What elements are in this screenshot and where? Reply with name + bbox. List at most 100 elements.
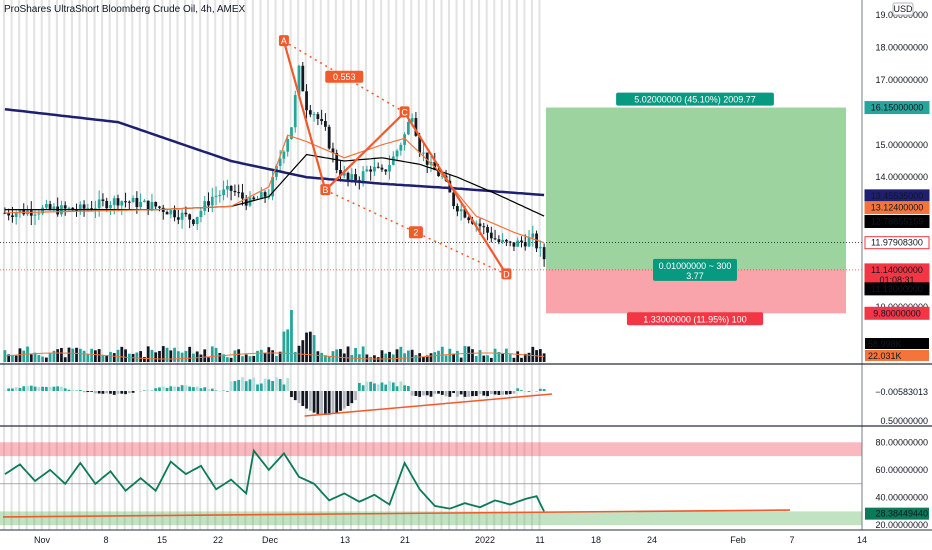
oscillator-bar	[493, 391, 497, 395]
candle-body	[437, 169, 440, 177]
candle-body	[154, 201, 158, 207]
candle-body	[63, 205, 67, 209]
candle-body	[282, 151, 286, 159]
session-stripes	[3, 0, 541, 530]
oscillator-bar	[361, 385, 365, 391]
pattern-leg	[324, 111, 406, 191]
session-stripe	[93, 0, 96, 530]
oscillator-bar	[433, 391, 437, 394]
pattern-point-marker	[501, 268, 512, 280]
oscillator-bar	[520, 390, 523, 391]
session-stripe	[161, 0, 164, 530]
candle-body	[7, 212, 11, 216]
oscillator-bar	[11, 388, 14, 391]
session-stripe	[395, 0, 398, 530]
volume-bar	[467, 346, 471, 362]
candle-body	[399, 144, 403, 151]
volume-bar	[542, 353, 546, 362]
candle-body	[516, 240, 520, 247]
oscillator-bar	[44, 386, 48, 391]
session-stripe	[342, 0, 345, 530]
rsi-badge-box	[865, 507, 929, 520]
candle-body	[29, 210, 33, 216]
oscillator-bar	[474, 391, 478, 397]
time-tick-label: 13	[340, 535, 350, 545]
candle-body	[346, 172, 350, 180]
oscillator-bar	[237, 379, 241, 391]
candle-body	[327, 126, 331, 149]
price-badge-label: 13.12400000	[871, 203, 924, 213]
candle-body	[127, 201, 131, 203]
session-stripe	[85, 0, 89, 530]
session-stripe	[214, 0, 217, 530]
session-stripe	[191, 0, 194, 530]
volume-bar	[225, 357, 229, 362]
candle-body	[425, 152, 429, 165]
candle-body	[535, 233, 538, 249]
session-stripe	[440, 0, 443, 530]
volume-bar	[60, 347, 63, 362]
volume-bar	[324, 355, 327, 362]
volume-bar	[3, 350, 7, 362]
currency-badge: USD	[893, 4, 913, 14]
volume-bar	[376, 357, 380, 362]
candle-body	[131, 197, 135, 203]
oscillator-bar	[195, 386, 199, 391]
volume-bar	[395, 349, 399, 362]
session-stripe	[402, 0, 405, 530]
volume-bar	[301, 340, 305, 362]
volume-bar	[135, 352, 139, 362]
volume-bar	[169, 350, 173, 362]
candle-body	[493, 238, 497, 240]
volume-bar	[497, 351, 501, 362]
oscillator-bar	[312, 391, 316, 413]
candle-body	[184, 212, 188, 215]
volume-bar	[320, 352, 324, 362]
candle-body	[161, 207, 165, 213]
loss-label: 1.33000000 (11.95%) 100	[643, 314, 746, 324]
candle-body	[135, 197, 139, 208]
volume-bar	[105, 355, 109, 362]
session-stripe	[425, 0, 428, 530]
candle-body	[139, 201, 143, 208]
volume-bar	[327, 356, 331, 362]
candle-body	[207, 201, 210, 206]
candle-body	[320, 118, 324, 121]
oscillator-bar	[497, 391, 501, 395]
time-tick-label: 15	[157, 535, 167, 545]
oscillator-bar	[101, 391, 105, 394]
volume-bar	[365, 354, 369, 362]
session-stripe	[304, 0, 307, 530]
pattern-point-label: C	[401, 107, 408, 117]
volume-bar	[259, 349, 263, 362]
candle-body	[75, 210, 78, 212]
candle-body	[222, 189, 225, 196]
oscillator-bar	[459, 391, 463, 395]
candle-body	[459, 209, 463, 212]
volume-bar	[489, 357, 493, 362]
candle-body	[339, 170, 342, 176]
session-stripe	[206, 0, 209, 530]
volume-bar	[233, 350, 237, 362]
volume-bar	[11, 355, 14, 362]
candle-body	[97, 199, 101, 209]
candle-body	[376, 166, 380, 168]
candle-body	[37, 213, 41, 215]
session-stripe	[259, 0, 262, 530]
candle-body	[308, 110, 312, 115]
volume-bar	[29, 354, 33, 362]
candle-body	[505, 239, 508, 242]
pattern-ratio-label: 2	[413, 227, 418, 237]
candle-body	[361, 171, 365, 182]
oscillator-bar	[248, 379, 252, 391]
candle-body	[301, 65, 305, 92]
volume-bar	[346, 346, 350, 362]
oscillator-bar	[327, 391, 331, 415]
candle-body	[448, 180, 452, 193]
candle-body	[342, 172, 346, 176]
volume-bar	[7, 354, 11, 362]
pattern-leg	[282, 40, 327, 191]
rsi-overbought-band	[0, 442, 862, 457]
volume-bar	[82, 350, 86, 362]
